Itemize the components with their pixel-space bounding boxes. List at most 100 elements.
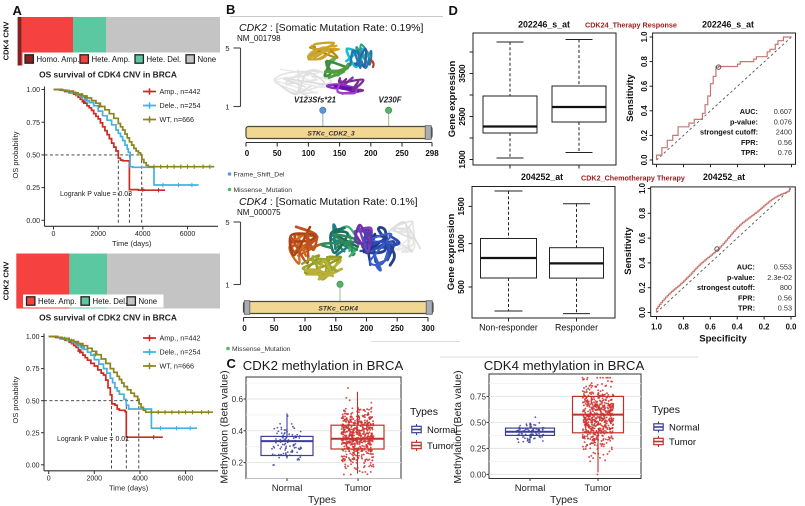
svg-text:Tumor: Tumor (584, 483, 611, 494)
svg-text:100: 100 (298, 324, 312, 333)
svg-text:2.3e-02: 2.3e-02 (767, 273, 792, 282)
svg-text:Gene expression: Gene expression (446, 214, 457, 291)
svg-text:Types: Types (550, 494, 578, 506)
svg-text:2000: 2000 (87, 475, 103, 482)
svg-text:0.6: 0.6 (638, 232, 647, 244)
svg-text:202246_s_at: 202246_s_at (702, 20, 754, 30)
svg-text:1.0: 1.0 (640, 31, 649, 43)
svg-text:1500: 1500 (458, 150, 467, 169)
svg-text:CDK2_Chemotherapy Therapy: CDK2_Chemotherapy Therapy (581, 174, 685, 183)
svg-text:Non-responder: Non-responder (479, 323, 538, 333)
svg-text:Normal: Normal (515, 483, 546, 494)
svg-text:4000: 4000 (132, 475, 148, 482)
svg-text:WT, n=666: WT, n=666 (160, 115, 195, 124)
svg-text:0.75: 0.75 (26, 120, 40, 127)
svg-text:1.00: 1.00 (26, 87, 40, 94)
svg-text:None: None (139, 297, 158, 306)
svg-text:Normal: Normal (669, 423, 700, 434)
svg-text:CDK2 methylation in BRCA: CDK2 methylation in BRCA (243, 358, 404, 373)
svg-text:300: 300 (421, 324, 435, 333)
svg-text:1.00: 1.00 (26, 334, 40, 341)
svg-text:0: 0 (47, 475, 51, 482)
svg-text:None: None (198, 55, 217, 64)
svg-text:TPR:: TPR: (741, 148, 758, 157)
svg-text:0.076: 0.076 (774, 117, 792, 126)
svg-text:Logrank P value = 0.01: Logrank P value = 0.01 (57, 436, 129, 443)
svg-text:0: 0 (242, 324, 247, 333)
svg-text:0.53: 0.53 (778, 304, 792, 313)
svg-text:Time (days): Time (days) (112, 239, 152, 248)
svg-text:250: 250 (391, 324, 405, 333)
svg-text:Sensitivity: Sensitivity (623, 227, 634, 275)
svg-text:CDK2 : [Somatic Mutation Rate:: CDK2 : [Somatic Mutation Rate: 0.19%] (239, 22, 424, 34)
svg-text:STKc_CDK4: STKc_CDK4 (318, 306, 358, 313)
svg-text:Specificity: Specificity (699, 334, 747, 345)
svg-text:Homo. Amp.: Homo. Amp. (37, 55, 80, 64)
svg-text:150: 150 (329, 324, 343, 333)
svg-text:200: 200 (364, 149, 378, 158)
svg-text:0.75: 0.75 (470, 392, 486, 401)
svg-text:3500: 3500 (458, 64, 467, 83)
svg-text:0.25: 0.25 (470, 444, 486, 453)
svg-text:A: A (13, 3, 23, 18)
svg-text:OS survival of CDK4 CNV in BRC: OS survival of CDK4 CNV in BRCA (39, 70, 177, 80)
svg-text:Responder: Responder (555, 323, 598, 333)
svg-text:Dele., n=254: Dele., n=254 (160, 101, 201, 110)
svg-text:Tumor: Tumor (427, 441, 454, 452)
svg-text:Tumor: Tumor (669, 437, 696, 448)
svg-text:0.8: 0.8 (640, 56, 649, 68)
svg-text:Hete. Amp.: Hete. Amp. (38, 297, 77, 306)
svg-text:0.2: 0.2 (759, 323, 771, 332)
svg-text:Missense_Mutation: Missense_Mutation (234, 187, 293, 194)
svg-text:0: 0 (245, 149, 250, 158)
svg-text:D: D (449, 3, 458, 18)
svg-text:500: 500 (457, 280, 466, 294)
svg-text:0.4: 0.4 (638, 257, 647, 269)
svg-text:WT, n=666: WT, n=666 (160, 362, 195, 371)
svg-text:0.607: 0.607 (774, 107, 792, 116)
svg-text:NM_000075: NM_000075 (237, 208, 281, 217)
svg-text:5: 5 (225, 44, 229, 53)
svg-text:Sensitivity: Sensitivity (625, 74, 636, 122)
svg-text:0.00: 0.00 (470, 470, 486, 479)
svg-text:250: 250 (395, 149, 409, 158)
svg-text:p-value:: p-value: (727, 273, 755, 282)
svg-text:AUC:: AUC: (740, 107, 758, 116)
svg-text:C: C (227, 356, 237, 371)
svg-text:0.0: 0.0 (786, 323, 798, 332)
svg-text:0.0: 0.0 (640, 154, 649, 166)
svg-text:5: 5 (225, 218, 229, 227)
svg-text:1: 1 (225, 281, 229, 290)
svg-text:0.2: 0.2 (640, 129, 649, 141)
svg-text:STKc_CDK2_3: STKc_CDK2_3 (307, 131, 354, 138)
svg-text:Gene expression: Gene expression (447, 61, 458, 138)
svg-text:298: 298 (425, 149, 439, 158)
svg-text:0.553: 0.553 (774, 263, 792, 272)
svg-text:1000: 1000 (457, 234, 466, 253)
svg-text:0.25: 0.25 (26, 430, 40, 437)
svg-text:4000: 4000 (135, 231, 151, 238)
svg-text:OS probability: OS probability (11, 376, 20, 423)
svg-text:50: 50 (273, 149, 282, 158)
svg-text:strongest cutoff:: strongest cutoff: (697, 283, 755, 292)
svg-text:0.00: 0.00 (26, 462, 40, 469)
svg-text:V230F: V230F (379, 96, 402, 105)
svg-text:Methylation (Beta value): Methylation (Beta value) (452, 370, 464, 483)
svg-text:FPR:: FPR: (738, 293, 755, 302)
svg-text:Types: Types (308, 494, 336, 506)
svg-text:p-value:: p-value: (730, 117, 758, 126)
svg-text:CDK4 : [Somatic Mutation Rate:: CDK4 : [Somatic Mutation Rate: 0.1%] (239, 196, 418, 208)
svg-text:Time (days): Time (days) (109, 483, 149, 492)
svg-text:2500: 2500 (458, 107, 467, 126)
svg-text:Types: Types (652, 404, 680, 416)
svg-text:0.50: 0.50 (26, 153, 40, 160)
svg-text:CDK24_Therapy Response: CDK24_Therapy Response (585, 21, 677, 30)
svg-text:TPR:: TPR: (738, 304, 755, 313)
svg-text:204252_at: 204252_at (521, 172, 563, 182)
svg-text:0.0: 0.0 (638, 306, 647, 318)
svg-text:0.50: 0.50 (470, 418, 486, 427)
svg-text:800: 800 (780, 283, 792, 292)
svg-text:0.6: 0.6 (705, 323, 717, 332)
svg-text:Frame_Shift_Del: Frame_Shift_Del (234, 172, 285, 179)
svg-text:CDK2 CNV: CDK2 CNV (2, 261, 11, 301)
